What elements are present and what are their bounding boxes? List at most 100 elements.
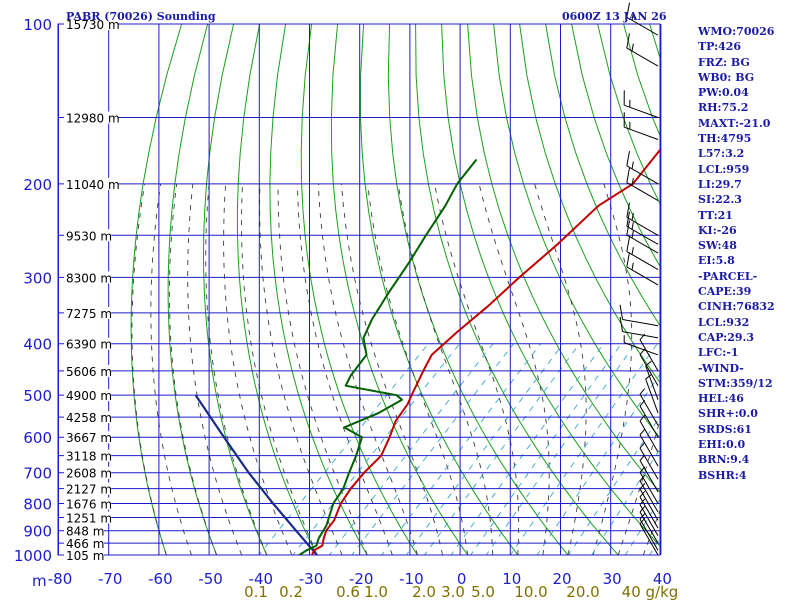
barb-shaft <box>639 339 659 372</box>
dry-adiabat <box>330 24 469 555</box>
height-label: 848 m <box>66 525 104 539</box>
mixing-ratio-line <box>423 343 580 555</box>
dry-adiabat <box>545 24 660 327</box>
barb-half <box>631 161 634 169</box>
barb-flag <box>626 252 630 268</box>
index-item: SHR+:0.0 <box>698 407 758 421</box>
barb-shaft <box>626 47 659 67</box>
temperature-tick-bg <box>46 570 76 586</box>
height-label-bg <box>64 389 112 402</box>
height-label: 4900 m <box>66 389 112 403</box>
height-label-bg <box>64 111 119 124</box>
dry-adiabat <box>415 24 619 555</box>
index-item: RH:75.2 <box>698 101 749 115</box>
wind-barb <box>626 33 659 67</box>
moist-adiabat <box>642 508 660 555</box>
mixing-ratio-label: 0.1 <box>244 583 268 600</box>
height-label-bg <box>64 537 104 550</box>
index-item: L57:3.2 <box>698 147 745 161</box>
index-item: CINH:76832 <box>698 300 775 314</box>
temperature-tick-label: 40 <box>653 570 672 588</box>
barb-shaft <box>639 488 659 521</box>
pressure-tick-label: 600 <box>23 429 52 447</box>
dry-adiabat <box>236 24 318 555</box>
barb-flag <box>626 211 630 227</box>
barb-shaft <box>645 365 659 400</box>
mixing-ratio-line <box>649 537 660 555</box>
index-item: PW:0.04 <box>698 86 749 100</box>
mixing-ratio-label: 5.0 <box>471 583 495 600</box>
height-label-bg <box>64 497 112 510</box>
index-item: SI:22.3 <box>698 193 742 207</box>
barb-half <box>639 333 646 341</box>
wind-barb <box>619 304 659 327</box>
wind-barb <box>626 211 659 245</box>
temperature-line <box>311 148 660 555</box>
barb-shaft <box>639 523 659 556</box>
height-label: 8300 m <box>66 271 112 285</box>
barb-half <box>631 247 634 255</box>
pressure-tick-label: 700 <box>23 465 52 483</box>
barb-half <box>631 221 634 230</box>
wind-barb <box>626 202 659 236</box>
dry-adiabat <box>441 24 660 547</box>
barb-half <box>639 498 646 505</box>
mixing-ratio-lines <box>258 343 660 555</box>
barb-half <box>639 466 646 473</box>
mixing-ratio-line <box>450 343 605 555</box>
index-item: EHI:0.0 <box>698 438 746 452</box>
barb-half <box>639 428 646 436</box>
dry-adiabat <box>130 24 183 555</box>
mixing-ratio-label: 20.0 <box>566 583 599 600</box>
wind-barb <box>639 428 659 467</box>
index-item: FRZ: BG <box>698 55 750 69</box>
index-item: EI:5.8 <box>698 254 735 268</box>
dry-adiabat <box>467 24 660 494</box>
index-item: KI:-26 <box>698 223 737 237</box>
mixing-ratio-label: 1.0 <box>364 583 388 600</box>
barb-half <box>631 230 634 239</box>
barb-shaft <box>622 331 659 339</box>
wind-barb <box>623 112 659 140</box>
index-item: SRDS:61 <box>698 422 752 436</box>
height-label: 3667 m <box>66 431 112 445</box>
temperature-tick-bg <box>96 570 127 586</box>
temperature-tick-label: 20 <box>552 570 571 588</box>
wind-barb <box>619 316 659 339</box>
mixing-ratio-line <box>485 343 636 555</box>
barb-half <box>631 212 634 221</box>
dry-adiabat <box>519 24 660 384</box>
barb-half <box>639 474 646 482</box>
barb-shaft <box>639 496 659 529</box>
temperature-tick-bg <box>447 570 478 586</box>
height-label-bg <box>64 364 112 377</box>
pressure-tick-label: 800 <box>23 496 52 514</box>
height-label-bg <box>64 271 112 284</box>
temperature-tick-bg <box>397 570 428 586</box>
index-item: STM:359/12 <box>698 376 773 390</box>
height-label-bg <box>64 449 112 462</box>
height-label-bg <box>64 306 112 319</box>
barb-flag <box>626 236 630 252</box>
moist-adiabat <box>592 183 633 555</box>
plot-frame <box>57 23 661 556</box>
temperature-tick-bg <box>598 570 629 586</box>
parcel-line <box>194 394 318 555</box>
index-item: BSHR:4 <box>698 468 747 482</box>
index-item: HEL:46 <box>698 392 744 406</box>
dry-adiabat <box>387 24 569 555</box>
dry-adiabat <box>780 24 800 566</box>
barb-flag <box>626 33 630 49</box>
height-label: 9530 m <box>66 229 112 243</box>
mixing-ratio-label: 0.2 <box>279 583 303 600</box>
height-label: 105 m <box>66 549 104 563</box>
barb-half <box>645 360 652 367</box>
sounding-indices: WMO:70026 TP:426 FRZ: BG WB0: BG PW:0.04 RH:7… <box>698 24 775 483</box>
index-item: TT:21 <box>698 208 733 222</box>
mixing-ratio-line <box>381 343 542 555</box>
mixing-ratio-label: 2.0 <box>412 583 436 600</box>
height-label: 2127 m <box>66 483 112 497</box>
barb-half <box>639 348 646 355</box>
temperature-tick-bg <box>347 570 378 586</box>
